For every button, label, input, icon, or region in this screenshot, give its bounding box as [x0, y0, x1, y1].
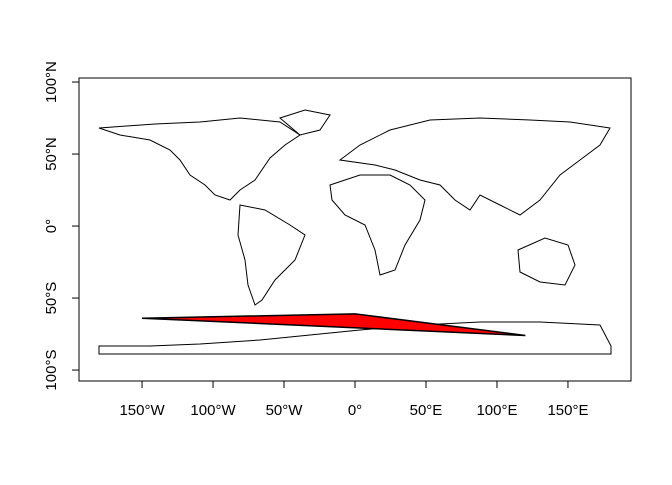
y-tick-label: 50°S	[43, 282, 60, 315]
x-tick-label: 150°E	[547, 402, 588, 419]
y-tick-label: 100°S	[43, 350, 60, 391]
x-tick-label: 150°W	[119, 402, 165, 419]
x-tick-label: 50°W	[266, 402, 304, 419]
x-tick-label: 50°E	[410, 402, 443, 419]
x-tick-label: 100°E	[476, 402, 517, 419]
y-tick-label: 0°	[43, 219, 60, 233]
y-tick-label: 50°N	[43, 137, 60, 171]
x-tick-label: 100°W	[190, 402, 236, 419]
x-tick-label: 0°	[348, 402, 362, 419]
y-tick-label: 100°N	[43, 61, 60, 103]
region-polygon	[142, 313, 526, 337]
